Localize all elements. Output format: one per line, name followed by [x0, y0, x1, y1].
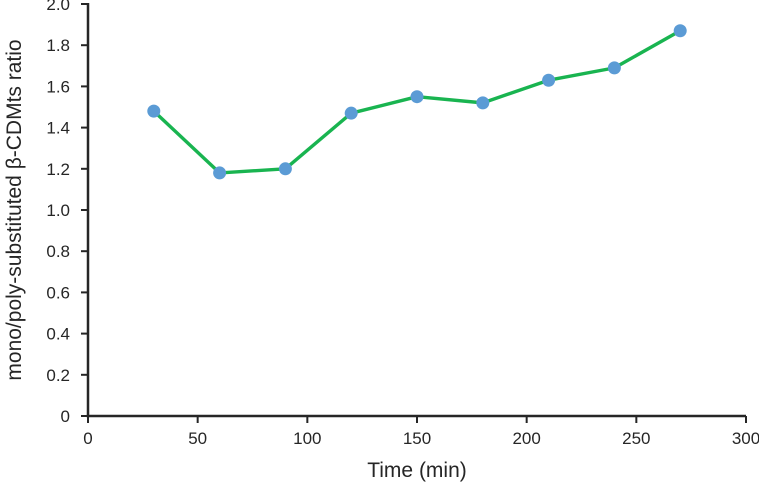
data-point-marker [542, 73, 556, 87]
y-tick-label: 0.4 [46, 325, 70, 344]
y-tick-label: 1.4 [46, 119, 70, 138]
y-tick-label: 2.0 [46, 0, 70, 14]
y-tick-label: 0.2 [46, 366, 70, 385]
data-point-marker [344, 106, 358, 120]
data-point-marker [673, 24, 687, 38]
data-point-marker [476, 96, 490, 110]
y-axis-title: mono/poly-substituted β-CDMts ratio [3, 39, 26, 380]
y-tick-label: 0.8 [46, 242, 70, 261]
y-tick-label: 1.8 [46, 36, 70, 55]
y-tick-label: 1.0 [46, 201, 70, 220]
data-series-layer [147, 24, 687, 180]
data-point-marker [410, 90, 424, 104]
data-point-marker [278, 162, 292, 176]
x-axis-title: Time (min) [367, 459, 467, 482]
x-tick-label: 50 [188, 429, 207, 448]
y-tick-label: 1.2 [46, 160, 70, 179]
data-point-marker [213, 166, 227, 180]
x-tick-label: 100 [293, 429, 321, 448]
data-point-marker [607, 61, 621, 75]
axes-layer: 0 0.2 0.4 0.6 0.8 1.0 1.2 1.4 1.6 1.8 2.0 0 50 100 150… [46, 0, 759, 448]
x-tick-label: 150 [403, 429, 431, 448]
x-tick-label: 0 [83, 429, 92, 448]
y-tick-label: 1.6 [46, 77, 70, 96]
y-tick-label: 0 [61, 407, 70, 426]
x-tick-label: 250 [622, 429, 650, 448]
x-tick-label: 200 [512, 429, 540, 448]
x-tick-label: 300 [732, 429, 759, 448]
data-point-marker [147, 104, 161, 118]
y-tick-label: 0.6 [46, 283, 70, 302]
